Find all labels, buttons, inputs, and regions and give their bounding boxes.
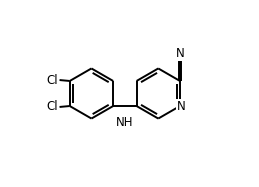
Text: N: N [177, 100, 185, 113]
Text: NH: NH [116, 116, 134, 129]
Text: Cl: Cl [46, 73, 58, 87]
Text: Cl: Cl [46, 100, 58, 114]
Text: N: N [176, 47, 184, 60]
